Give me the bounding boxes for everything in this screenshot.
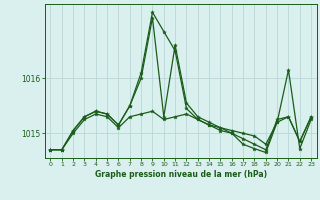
X-axis label: Graphe pression niveau de la mer (hPa): Graphe pression niveau de la mer (hPa) <box>95 170 267 179</box>
